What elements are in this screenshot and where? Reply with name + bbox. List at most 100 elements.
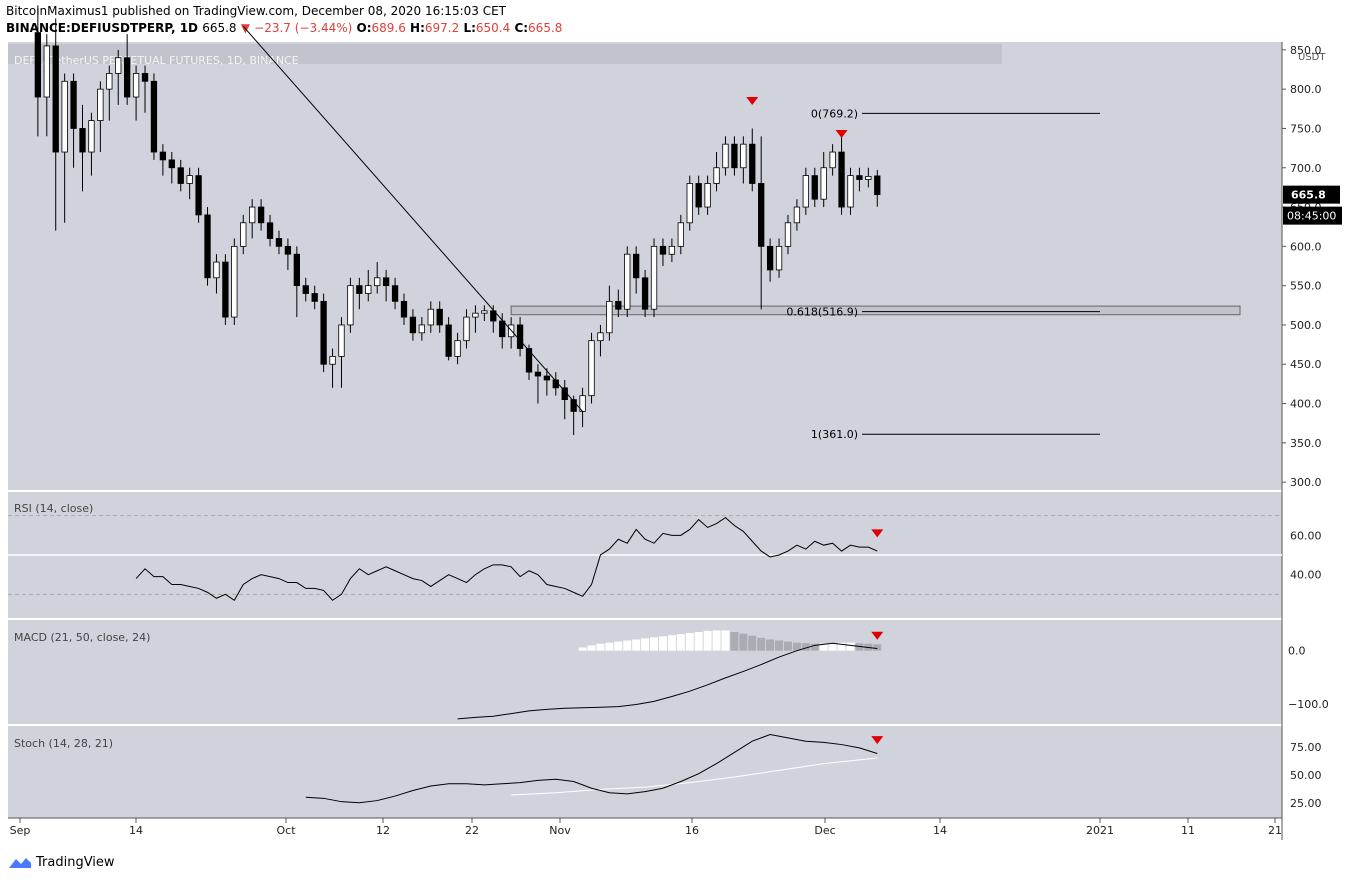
macd-title: MACD (21, 50, close, 24) [14,631,150,644]
candle-body-74 [695,183,702,208]
fib-label-2: 1(361.0) [811,428,858,441]
candle-body-48 [463,316,470,342]
candle-body-52 [499,320,506,338]
macd-hist-bar-7 [641,638,650,651]
macd-hist-bar-27 [819,643,828,651]
macd-marker [871,631,884,640]
candle-body-76 [713,167,720,184]
candle-body-87 [811,175,818,200]
chart-area[interactable]: DEFI / TetherUS PERPETUAL FUTURES, 1D, B… [0,0,1353,850]
candle-body-8 [106,73,113,90]
candle-body-16 [177,167,184,184]
candle-body-85 [793,206,801,224]
candle-body-24 [249,206,256,224]
candle-body-17 [186,175,193,184]
candle-body-64 [606,300,613,334]
candle-body-47 [454,340,461,357]
candle-body-78 [731,143,738,169]
candle-body-54 [516,324,524,349]
price-tick-5: 600.0 [1290,240,1322,253]
macd-hist-bar-2 [596,643,605,651]
candle-body-73 [686,183,693,224]
candle-body-31 [311,293,318,302]
candle-body-56 [534,371,542,377]
downtrend-line [242,25,583,412]
macd-hist-bar-0 [578,647,587,651]
macd-hist-bar-18 [739,633,748,651]
macd-hist-bar-22 [775,640,784,651]
rsi-line [135,517,878,601]
candle-body-35 [347,285,354,326]
candle-body-39 [382,277,390,287]
rsi-tick-0: 60.00 [1290,529,1322,542]
macd-hist-bar-30 [846,642,855,651]
price-tick-11: 300.0 [1290,476,1322,489]
macd-hist-bar-19 [748,635,757,651]
time-tick-5: Nov [549,824,571,837]
candle-body-75 [704,183,711,208]
price-pane-title: DEFI / TetherUS PERPETUAL FUTURES, 1D, B… [14,54,299,67]
countdown-label: 08:45:00 [1287,210,1336,223]
candle-body-15 [168,159,175,169]
candle-body-55 [525,348,533,373]
candle-body-90 [838,151,845,208]
currency-label: USDT [1298,52,1326,63]
candle-body-89 [829,151,836,169]
price-tick-2: 750.0 [1290,122,1322,135]
candle-body-6 [88,120,95,153]
candle-body-91 [847,175,854,208]
candle-body-68 [641,277,649,310]
publish-info: BitcoinMaximus1 published on TradingView… [6,4,506,18]
candle-body-34 [338,324,345,357]
time-tick-11: 21 [1268,824,1282,837]
macd-hist-bar-3 [605,642,614,651]
candle-body-21 [222,261,229,318]
macd-hist-bar-25 [801,643,810,651]
high-value: 697.2 [424,21,460,35]
close-value: 665.8 [528,21,563,35]
candle-body-45 [436,308,443,326]
candle-body-20 [213,261,220,279]
candle-body-72 [677,222,684,247]
candle-body-80 [749,143,756,184]
macd-hist-bar-33 [873,644,882,651]
candle-body-69 [650,245,658,310]
macd-hist-bar-5 [623,640,632,651]
price-tick-9: 400.0 [1290,398,1322,411]
stoch-d-line [511,757,878,796]
candle-body-26 [266,222,274,239]
last-price-badge [1283,185,1340,204]
open-value: 689.6 [371,21,406,35]
candle-body-71 [668,245,676,255]
price-tick-8: 450.0 [1290,358,1322,371]
macd-hist-bar-17 [730,632,739,651]
candle-body-43 [418,324,426,334]
time-tick-8: 14 [933,824,947,837]
candle-body-92 [856,175,863,180]
candle-body-67 [633,253,640,279]
macd-hist-bar-4 [614,641,623,651]
time-tick-2: Oct [276,824,296,837]
macd-hist-bar-6 [632,639,641,651]
macd-hist-bar-29 [837,642,846,651]
candle-body-36 [356,285,363,294]
candle-body-13 [150,80,158,153]
candle-body-30 [302,285,309,294]
title-banner [8,44,1002,64]
candle-body-79 [740,143,747,169]
candle-body-63 [597,332,604,342]
pane-bg-3 [8,726,1282,818]
candle-body-2 [52,45,59,153]
last-price: 665.8 [202,21,237,35]
tradingview-brand: TradingView [36,855,115,870]
candle-body-12 [141,73,149,82]
rsi-title: RSI (14, close) [14,502,93,515]
price-axis-bg [1282,42,1353,822]
macd-hist-bar-24 [792,642,801,651]
candle-body-10 [124,57,131,98]
support-zone [510,305,1241,316]
candle-body-40 [391,285,399,302]
candle-body-22 [231,245,238,318]
candle-body-86 [802,175,809,208]
time-tick-0: Sep [10,824,31,837]
